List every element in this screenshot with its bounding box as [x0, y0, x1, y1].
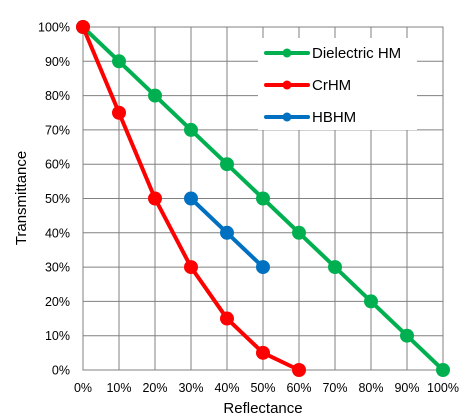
x-tick-label: 80%: [358, 381, 383, 395]
y-tick-label: 100%: [38, 21, 70, 35]
legend: Dielectric HM CrHM HBHM: [258, 38, 417, 130]
legend-label: HBHM: [312, 109, 356, 126]
data-point: [148, 191, 162, 206]
legend-marker: [282, 112, 292, 122]
data-point: [364, 294, 378, 309]
y-tick-label: 40%: [45, 226, 70, 240]
data-point: [184, 191, 198, 206]
legend-marker: [282, 48, 292, 58]
series-1: [76, 20, 306, 377]
legend-label: CrHM: [312, 77, 351, 94]
x-tick-label: 50%: [250, 381, 275, 395]
data-point: [184, 122, 198, 137]
x-axis-title: Reflectance: [223, 400, 302, 417]
data-point: [112, 54, 126, 69]
data-point: [292, 225, 306, 240]
y-axis-title: Transmittance: [13, 151, 30, 245]
x-tick-label: 70%: [322, 381, 347, 395]
series-group: [76, 20, 450, 377]
data-point: [436, 363, 450, 377]
x-tick-label: 40%: [214, 381, 239, 395]
x-axis-ticks: 0% 10% 20% 30% 40% 50% 60% 70% 80% 90% 100%: [74, 381, 459, 395]
data-point: [112, 105, 126, 120]
y-tick-label: 20%: [45, 295, 70, 309]
y-tick-label: 10%: [45, 329, 70, 343]
y-tick-label: 50%: [45, 192, 70, 206]
data-point: [184, 260, 198, 275]
legend-marker: [282, 80, 292, 90]
x-tick-label: 10%: [106, 381, 131, 395]
y-axis-ticks: 0% 10% 20% 30% 40% 50% 60% 70% 80% 90% 100%: [38, 21, 70, 378]
data-point: [148, 88, 162, 103]
x-tick-label: 30%: [178, 381, 203, 395]
y-tick-label: 30%: [45, 261, 70, 275]
y-tick-label: 90%: [45, 55, 70, 69]
data-point: [328, 260, 342, 275]
y-tick-label: 0%: [52, 364, 70, 378]
x-tick-label: 90%: [394, 381, 419, 395]
data-point: [400, 328, 414, 343]
x-tick-label: 20%: [142, 381, 167, 395]
legend-label: Dielectric HM: [312, 45, 401, 62]
data-point: [76, 20, 90, 34]
y-tick-label: 60%: [45, 158, 70, 172]
data-point: [220, 311, 234, 326]
data-point: [220, 157, 234, 172]
data-point: [256, 345, 270, 360]
plot-border: [82, 26, 444, 371]
data-point: [256, 191, 270, 206]
x-tick-label: 100%: [427, 381, 459, 395]
data-point: [292, 363, 306, 377]
y-tick-label: 80%: [45, 89, 70, 103]
data-point: [256, 260, 270, 275]
x-tick-label: 60%: [286, 381, 311, 395]
data-point: [220, 225, 234, 240]
y-tick-label: 70%: [45, 123, 70, 137]
x-tick-label: 0%: [74, 381, 92, 395]
series-2: [184, 191, 270, 275]
